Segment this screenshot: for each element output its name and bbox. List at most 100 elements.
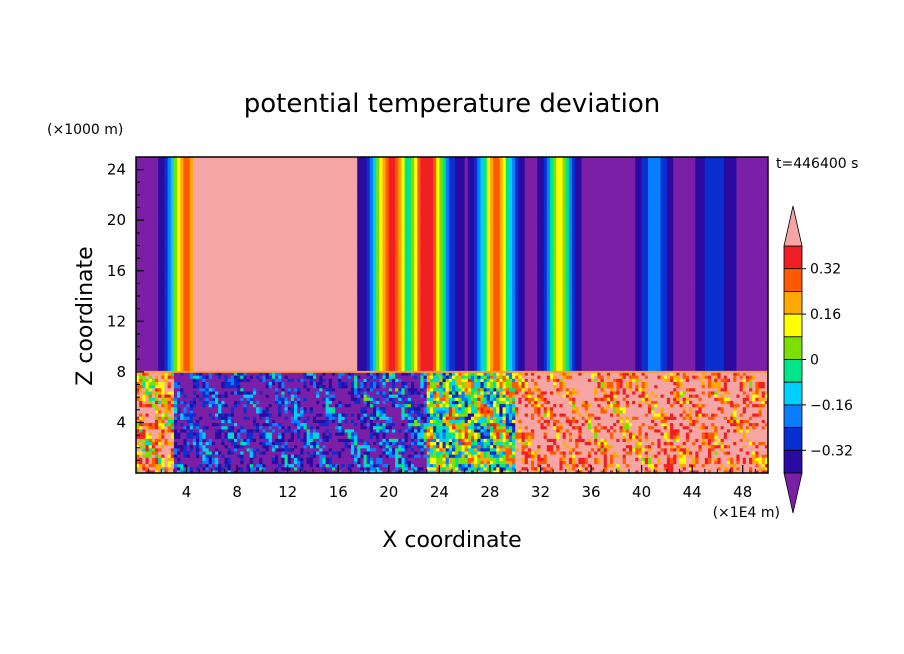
field-cell	[338, 422, 342, 427]
field-cell	[568, 400, 573, 405]
field-cell	[581, 425, 589, 430]
field-cell	[158, 387, 162, 392]
field-cell	[486, 387, 491, 392]
field-cell	[455, 460, 459, 465]
field-cell	[717, 435, 725, 439]
field-cell	[284, 384, 305, 389]
field-cell	[666, 397, 671, 401]
field-cell	[202, 400, 210, 405]
field-cell	[445, 454, 450, 458]
field-cell	[606, 400, 611, 405]
field-cell	[233, 450, 241, 455]
field-cell	[148, 444, 153, 449]
field-cell	[578, 390, 595, 395]
field-cell	[173, 441, 178, 446]
field-cell	[480, 375, 485, 379]
field-cell	[252, 454, 257, 458]
field-cell	[616, 406, 621, 411]
field-cell	[679, 390, 684, 395]
field-cell	[647, 400, 652, 405]
field-cell	[284, 394, 292, 398]
field-cell	[714, 435, 719, 439]
field-cell	[391, 447, 396, 452]
field-cell	[470, 447, 475, 452]
field-cell	[723, 381, 728, 386]
field-cell	[512, 460, 516, 465]
field-cell	[429, 428, 434, 433]
field-cell	[597, 378, 602, 382]
field-cell	[496, 384, 500, 389]
field-cell	[638, 394, 646, 398]
field-cell	[452, 466, 456, 471]
field-cell	[303, 431, 308, 436]
field-cell	[502, 435, 507, 439]
field-cell	[726, 460, 731, 465]
field-cell	[663, 435, 668, 439]
field-cell	[695, 422, 703, 427]
field-cell	[170, 403, 175, 408]
field-cell	[480, 425, 485, 430]
field-cell	[568, 460, 573, 465]
field-cell	[379, 375, 384, 379]
field-cell	[505, 441, 510, 446]
field-cell	[173, 412, 181, 417]
field-cell	[663, 441, 668, 446]
field-cell	[401, 381, 406, 386]
field-cell	[192, 466, 197, 471]
field-cell	[695, 387, 719, 392]
field-cell	[666, 454, 671, 458]
field-cell	[243, 450, 251, 455]
field-cell	[319, 400, 327, 405]
field-cell	[410, 435, 415, 439]
field-cell	[369, 435, 374, 439]
field-cell	[666, 447, 671, 452]
field-cell	[154, 384, 166, 389]
field-cell	[170, 400, 175, 405]
field-cell	[164, 403, 169, 408]
field-cell	[701, 403, 706, 408]
field-cell	[704, 438, 709, 442]
field-cell	[635, 457, 640, 461]
field-cell	[347, 384, 352, 389]
field-cell	[407, 419, 415, 424]
field-cell	[670, 412, 674, 417]
field-cell	[704, 412, 709, 417]
field-cell	[695, 454, 700, 458]
field-cell	[635, 435, 640, 439]
field-cell	[477, 454, 482, 458]
field-cell	[455, 441, 459, 446]
field-cell	[726, 419, 731, 424]
field-cell	[761, 469, 768, 473]
field-cell	[177, 454, 184, 458]
field-cell	[151, 387, 156, 392]
field-cell	[455, 435, 459, 439]
field-cell	[426, 428, 431, 433]
field-cell	[603, 444, 614, 449]
field-cell	[581, 412, 589, 417]
field-cell	[584, 409, 589, 414]
field-cell	[161, 454, 166, 458]
field-cell	[464, 419, 469, 424]
field-cell	[363, 400, 368, 405]
field-cell	[373, 387, 390, 392]
field-cell	[749, 394, 753, 398]
field-cell	[164, 397, 172, 401]
field-cell	[508, 394, 513, 398]
field-cell	[730, 444, 744, 449]
field-cell	[723, 394, 737, 398]
field-cell	[666, 469, 674, 473]
field-cell	[726, 416, 731, 420]
field-cell	[591, 403, 598, 408]
field-cell	[499, 419, 504, 424]
field-cell	[379, 428, 384, 433]
field-cell	[164, 444, 175, 449]
field-cell	[622, 387, 627, 392]
field-cell	[325, 419, 330, 424]
field-cell	[208, 387, 213, 392]
field-cell	[736, 460, 741, 465]
field-cell	[736, 457, 741, 461]
field-cell	[243, 466, 248, 471]
field-cell	[331, 384, 339, 389]
field-cell	[382, 425, 387, 430]
field-cell	[736, 416, 750, 420]
